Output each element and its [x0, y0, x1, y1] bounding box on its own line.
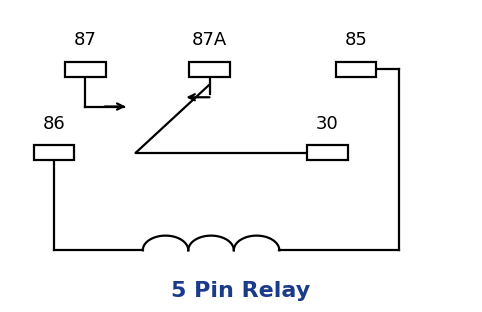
Bar — [335, 62, 376, 77]
Bar — [189, 62, 230, 77]
Text: 87A: 87A — [192, 31, 228, 49]
Text: 86: 86 — [43, 115, 66, 133]
Bar — [307, 145, 348, 160]
Text: 30: 30 — [316, 115, 339, 133]
Text: 87: 87 — [74, 31, 97, 49]
Bar — [65, 62, 106, 77]
Text: 85: 85 — [345, 31, 367, 49]
Text: 5 Pin Relay: 5 Pin Relay — [172, 281, 310, 301]
Bar — [34, 145, 75, 160]
